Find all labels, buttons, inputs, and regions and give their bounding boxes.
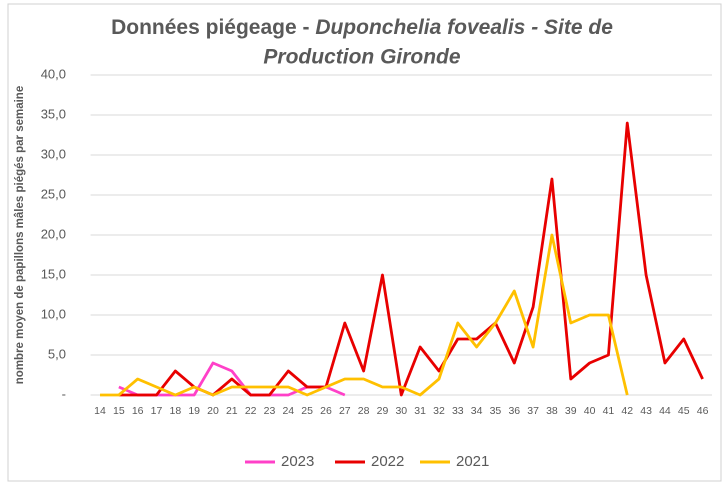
y-tick-label: 30,0 xyxy=(41,146,66,161)
y-tick-label: 35,0 xyxy=(41,106,66,121)
x-tick-label: 43 xyxy=(640,405,652,417)
y-tick-label: 5,0 xyxy=(48,346,66,361)
chart-title: Données piégeage - Duponchelia fovealis … xyxy=(111,16,613,39)
x-tick-label: 26 xyxy=(320,405,332,417)
x-tick-label: 17 xyxy=(151,405,163,417)
x-tick-label: 41 xyxy=(603,405,615,417)
x-tick-label: 34 xyxy=(471,405,483,417)
x-tick-label: 20 xyxy=(207,405,219,417)
x-tick-label: 44 xyxy=(659,405,671,417)
legend-label: 2023 xyxy=(281,453,314,470)
legend-label: 2021 xyxy=(456,453,489,470)
legend-label: 2022 xyxy=(371,453,404,470)
y-tick-label: 40,0 xyxy=(41,66,66,81)
x-tick-label: 42 xyxy=(621,405,633,417)
x-tick-label: 16 xyxy=(132,405,144,417)
title-part: Duponchelia fovealis - Site de xyxy=(315,16,613,39)
x-tick-label: 46 xyxy=(697,405,709,417)
x-tick-label: 19 xyxy=(188,405,200,417)
x-tick-label: 21 xyxy=(226,405,238,417)
series-line xyxy=(100,233,629,397)
x-tick-label: 25 xyxy=(301,405,313,417)
x-tick-label: 23 xyxy=(264,405,276,417)
y-tick-label: 20,0 xyxy=(41,226,66,241)
x-tick-label: 14 xyxy=(94,405,106,417)
title-part: Données piégeage - xyxy=(111,16,315,39)
y-tick-label: 15,0 xyxy=(41,266,66,281)
x-tick-label: 24 xyxy=(282,405,294,417)
chart-frame xyxy=(7,3,722,482)
x-tick-label: 15 xyxy=(113,405,125,417)
x-tick-label: 29 xyxy=(377,405,389,417)
x-tick-label: 45 xyxy=(678,405,690,417)
x-tick-label: 22 xyxy=(245,405,257,417)
y-tick-label: 25,0 xyxy=(41,186,66,201)
y-axis-label: nombre moyen de papillons mâles piégés p… xyxy=(14,86,26,384)
x-tick-label: 35 xyxy=(490,405,502,417)
x-tick-label: 27 xyxy=(339,405,351,417)
y-tick-label: 10,0 xyxy=(41,306,66,321)
x-tick-label: 38 xyxy=(546,405,558,417)
x-tick-label: 30 xyxy=(395,405,407,417)
x-tick-label: 36 xyxy=(508,405,520,417)
x-tick-label: 31 xyxy=(414,405,426,417)
x-tick-label: 18 xyxy=(169,405,181,417)
x-tick-label: 32 xyxy=(433,405,445,417)
y-tick-label: - xyxy=(62,386,66,401)
x-tick-label: 28 xyxy=(358,405,370,417)
x-tick-label: 40 xyxy=(584,405,596,417)
chart-title: Production Gironde xyxy=(263,46,460,69)
x-tick-label: 39 xyxy=(565,405,577,417)
x-tick-label: 37 xyxy=(527,405,539,417)
x-tick-label: 33 xyxy=(452,405,464,417)
